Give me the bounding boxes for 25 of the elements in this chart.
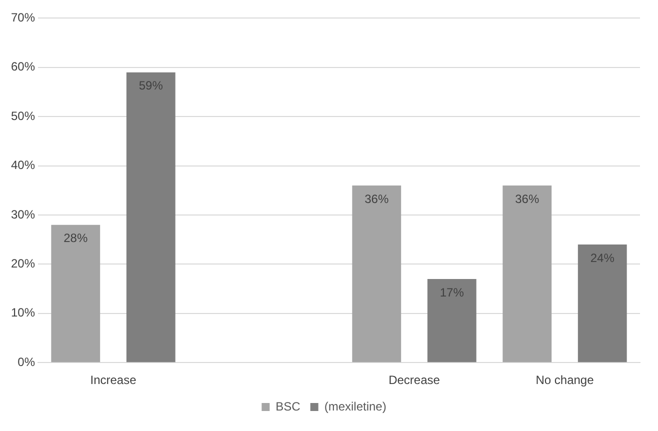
text: 17% [440,285,464,300]
x-tick-label: No change [536,373,594,388]
y-tick-label: 50% [10,108,36,123]
x-tick-label: Decrease [388,373,440,388]
y-tick-label: 60% [10,60,36,74]
y-tick-label: 40% [10,158,36,172]
text: 36% [515,192,540,206]
y-tick-label: 10% [10,306,36,320]
y-tick-label: 0% [18,354,36,369]
bar [126,72,176,362]
bar [51,224,100,362]
y-tick-label: 70% [10,10,36,25]
text: 36% [364,192,389,206]
legend-label: (mexiletine) [324,399,386,414]
text: 28% [64,231,88,246]
bar [578,244,627,362]
legend-label: BSC [276,399,301,414]
bar [502,185,552,362]
x-tick-label: Increase [90,373,137,388]
text: 24% [590,250,614,265]
y-tick-label: 30% [10,207,36,222]
bar [427,278,476,362]
y-tick-label: 20% [10,256,36,271]
text: 59% [138,78,163,93]
bar [352,185,402,362]
